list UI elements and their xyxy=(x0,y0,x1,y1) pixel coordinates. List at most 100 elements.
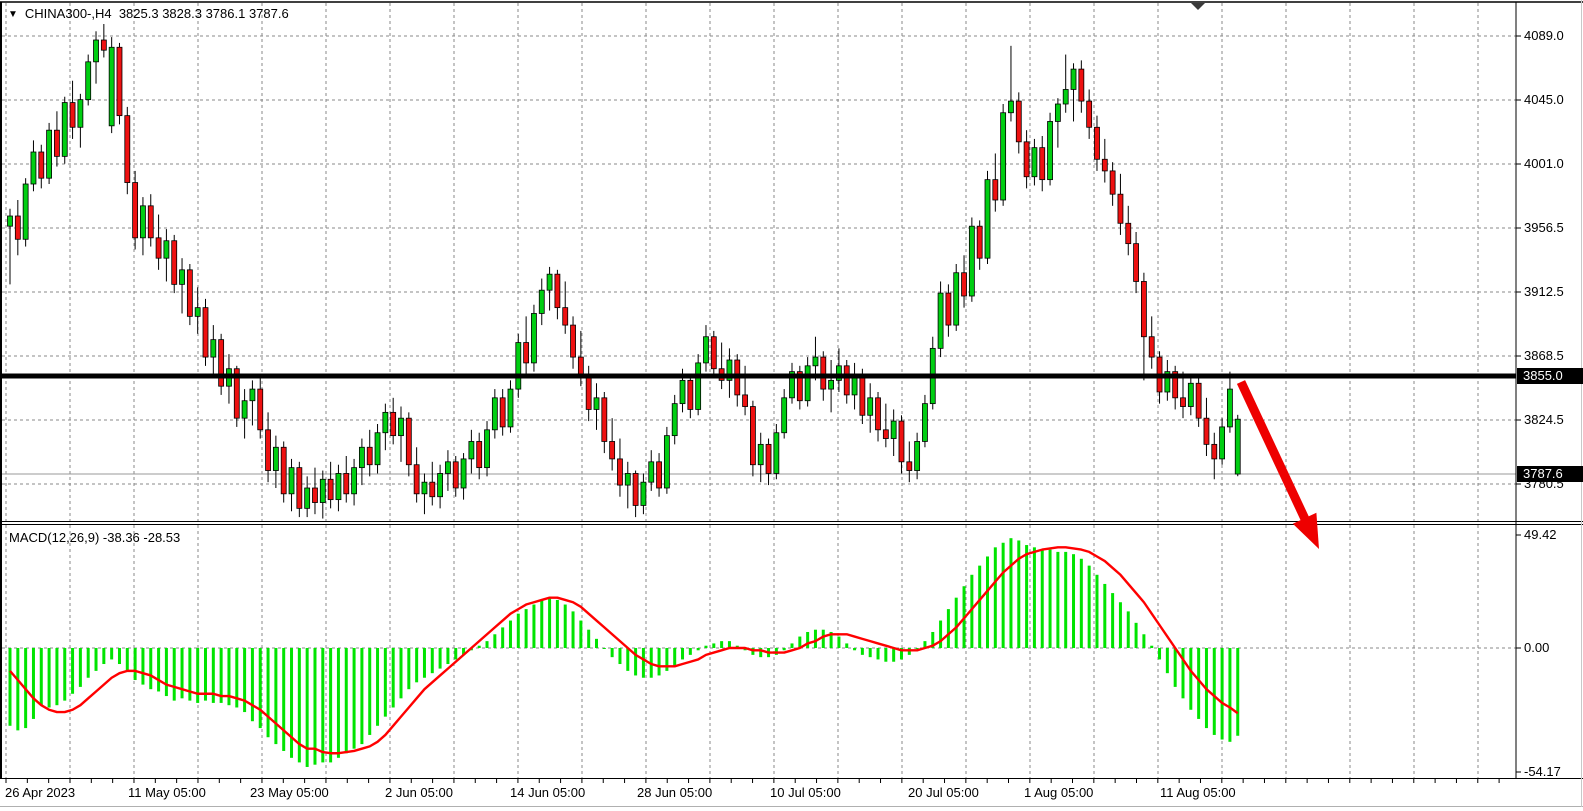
macd-histogram-bar xyxy=(821,629,825,648)
candle-bull xyxy=(374,432,381,466)
candle-bear xyxy=(820,356,827,390)
macd-histogram-bar xyxy=(282,648,286,751)
macd-histogram-bar xyxy=(1001,542,1005,648)
indicator-label: MACD(12,26,9) -38.36 -28.53 xyxy=(9,530,181,545)
candle-bull xyxy=(437,473,444,498)
macd-histogram-bar xyxy=(1064,551,1068,648)
candle-bear xyxy=(233,368,240,419)
macd-histogram-bar xyxy=(696,648,700,651)
candle-bull xyxy=(922,403,928,442)
macd-histogram-bar xyxy=(571,611,575,648)
candle-bear xyxy=(296,467,303,509)
candle-bull xyxy=(1000,112,1007,201)
candle-bull xyxy=(460,458,467,489)
candle-bull xyxy=(546,273,553,291)
candle-bull xyxy=(1054,103,1061,122)
candle-bear xyxy=(1133,243,1139,282)
candle-bull xyxy=(812,356,819,367)
candle-bear xyxy=(366,446,373,466)
candle-bull xyxy=(890,420,897,439)
macd-histogram-bar xyxy=(1048,549,1052,648)
candle-bull xyxy=(789,371,795,399)
macd-histogram-bar xyxy=(923,641,927,648)
macd-histogram-bar xyxy=(125,648,129,671)
macd-histogram-bar xyxy=(555,599,559,648)
macd-histogram-bar xyxy=(602,648,606,649)
time-tick-label: 10 Jul 05:00 xyxy=(770,785,841,800)
macd-histogram-bar xyxy=(250,648,254,722)
macd-histogram-bar xyxy=(610,648,614,658)
candle-bull xyxy=(194,307,201,317)
macd-histogram-bar xyxy=(1111,593,1115,648)
macd-histogram-bar xyxy=(876,648,880,660)
macd-histogram-bar xyxy=(681,648,685,660)
macd-histogram-bar xyxy=(462,648,466,655)
macd-histogram-bar xyxy=(1220,648,1224,740)
macd-histogram-bar xyxy=(860,648,864,655)
macd-histogram-bar xyxy=(376,648,380,726)
candle-bear xyxy=(100,39,107,51)
candle-bear xyxy=(124,115,131,183)
candle-bull xyxy=(1008,100,1014,114)
candle-bear xyxy=(617,458,623,486)
candle-bear xyxy=(265,429,271,471)
candle-bull xyxy=(272,446,279,471)
macd-histogram-bar xyxy=(1181,648,1185,699)
macd-histogram-bar xyxy=(626,648,630,671)
macd-histogram-bar xyxy=(634,648,638,676)
macd-histogram-bar xyxy=(1072,554,1076,648)
macd-histogram-bar xyxy=(993,547,997,648)
candle-bear xyxy=(257,388,264,431)
price-tick-label: 4089.0 xyxy=(1524,28,1564,43)
macd-histogram-bar xyxy=(524,609,528,648)
macd-histogram-bar xyxy=(243,648,247,713)
macd-histogram-bar xyxy=(344,648,348,754)
macd-histogram-bar xyxy=(1158,648,1162,660)
macd-histogram-bar xyxy=(172,648,176,701)
candle-bear xyxy=(202,307,209,358)
macd-histogram-bar xyxy=(110,648,114,660)
price-tick-label: 3824.5 xyxy=(1524,412,1564,427)
candle-bull xyxy=(1070,68,1077,90)
macd-histogram-bar xyxy=(892,648,896,662)
candle-bull xyxy=(1187,382,1194,407)
candle-bear xyxy=(1203,417,1210,445)
candle-bull xyxy=(640,481,647,506)
candle-bull xyxy=(1047,121,1053,181)
candle-bear xyxy=(577,356,584,375)
macd-histogram-bar xyxy=(720,641,724,648)
macd-histogram-bar xyxy=(164,648,168,697)
macd-histogram-bar xyxy=(407,648,411,690)
macd-histogram-bar xyxy=(915,648,919,649)
macd-histogram-bar xyxy=(1079,558,1083,648)
macd-histogram-bar xyxy=(211,648,215,703)
candle-bear xyxy=(1172,371,1179,399)
candle-bear xyxy=(280,446,287,495)
macd-histogram-bar xyxy=(368,648,372,735)
macd-histogram-bar xyxy=(360,648,364,745)
macd-histogram-bar xyxy=(336,648,340,758)
candle-bear xyxy=(1109,170,1116,195)
candle-bull xyxy=(1227,388,1233,428)
candle-bull xyxy=(335,473,342,501)
candle-bear xyxy=(796,371,803,402)
candle-bull xyxy=(624,473,631,486)
candle-bull xyxy=(304,487,311,509)
candle-bull xyxy=(382,411,389,434)
macd-histogram-bar xyxy=(329,648,333,763)
candle-bear xyxy=(875,397,881,431)
macd-histogram-bar xyxy=(939,620,943,648)
macd-histogram-bar xyxy=(1236,648,1240,736)
candle-bear xyxy=(390,411,397,437)
candle-bear xyxy=(585,374,592,410)
macd-histogram-bar xyxy=(321,648,325,763)
macd-histogram-bar xyxy=(266,648,270,738)
candle-bear xyxy=(992,179,999,201)
macd-histogram-bar xyxy=(657,648,661,676)
candle-bear xyxy=(1195,382,1202,419)
candle-bull xyxy=(288,467,295,495)
candle-bear xyxy=(742,394,748,407)
price-tick-label: 3956.5 xyxy=(1524,220,1564,235)
